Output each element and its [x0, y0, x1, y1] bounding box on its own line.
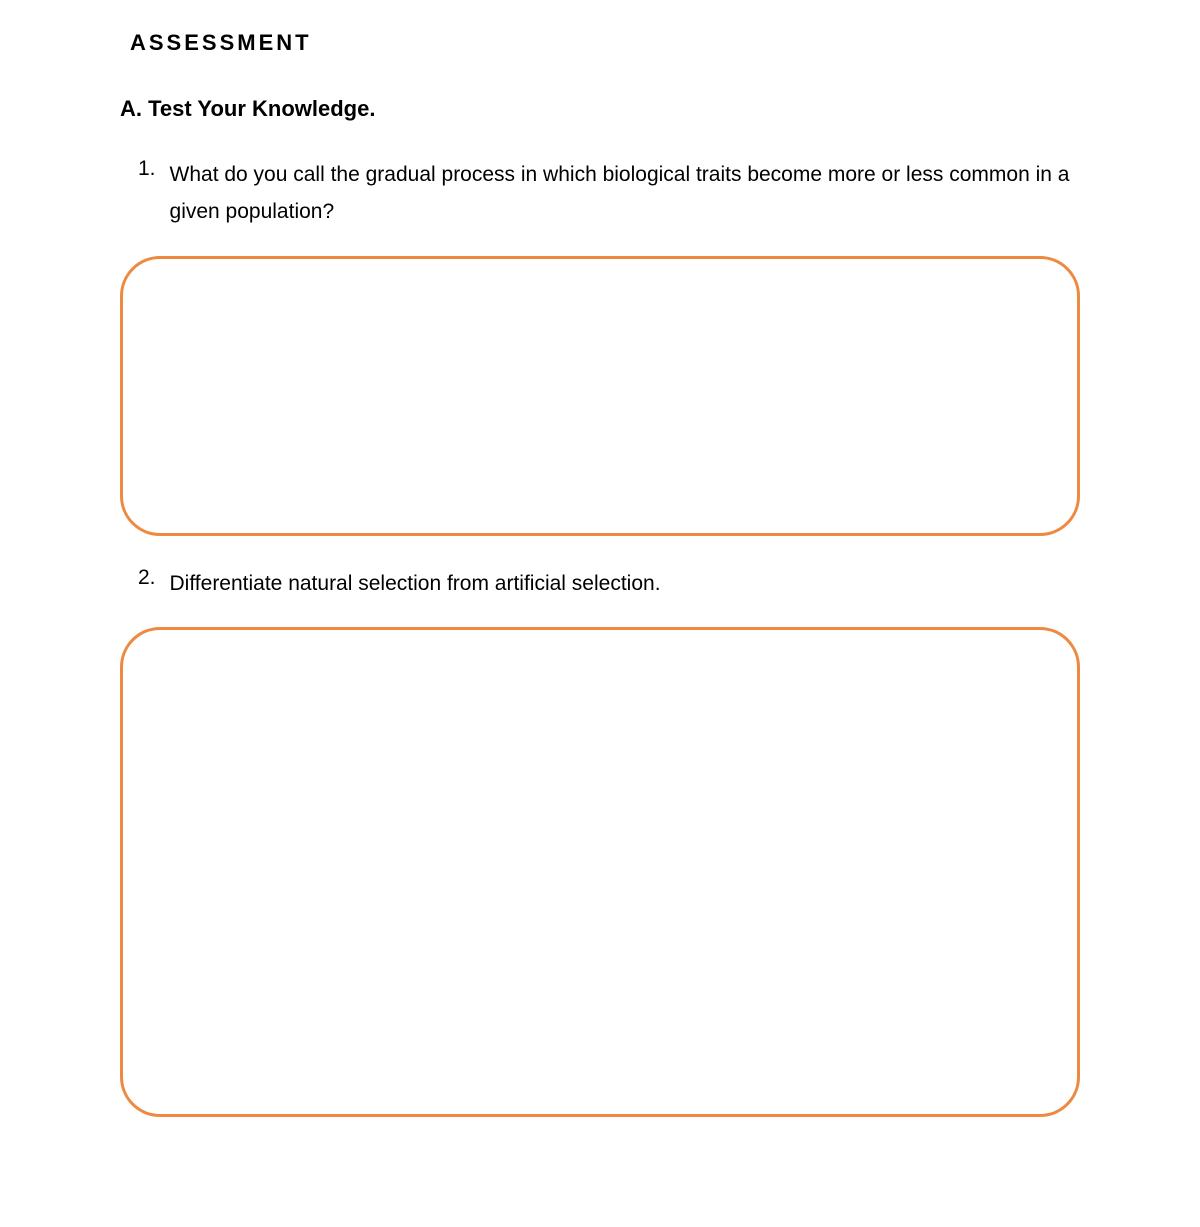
answer-box-1[interactable]: [120, 256, 1080, 536]
question-number: 1.: [138, 157, 156, 181]
question-row: 1. What do you call the gradual process …: [120, 157, 1080, 231]
question-block-2: 2. Differentiate natural selection from …: [120, 566, 1080, 1118]
question-text: What do you call the gradual process in …: [170, 157, 1080, 231]
question-block-1: 1. What do you call the gradual process …: [120, 157, 1080, 536]
question-text: Differentiate natural selection from art…: [170, 566, 661, 603]
question-row: 2. Differentiate natural selection from …: [120, 566, 1080, 603]
question-number: 2.: [138, 566, 156, 590]
section-heading: A. Test Your Knowledge.: [120, 96, 1080, 122]
assessment-title: ASSESSMENT: [130, 30, 1080, 56]
answer-box-2[interactable]: [120, 627, 1080, 1117]
